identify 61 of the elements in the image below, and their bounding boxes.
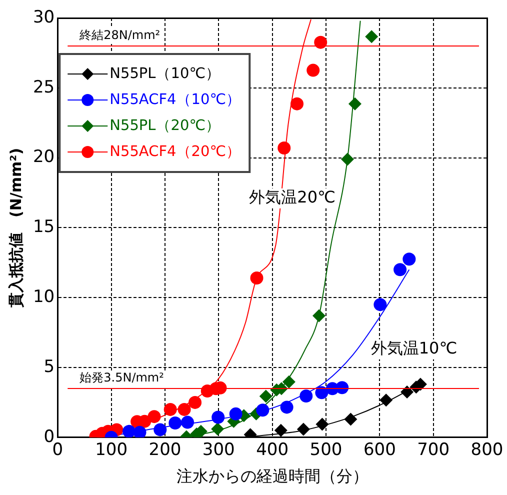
y-tick-label: 30 [32, 7, 55, 28]
point [344, 412, 358, 426]
x-tick-label: 100 [95, 440, 128, 460]
y-tick-label: 5 [44, 356, 55, 377]
legend-label: N55PL（20℃） [110, 118, 220, 134]
point [278, 142, 291, 155]
point [259, 390, 272, 403]
point [178, 402, 191, 416]
point [296, 422, 310, 436]
point [380, 394, 393, 407]
point [280, 400, 294, 414]
y-tick-label: 20 [32, 147, 55, 168]
ref-line-label: 終結28N/mm² [78, 28, 160, 42]
point [306, 64, 320, 77]
point [154, 423, 167, 436]
point [212, 410, 225, 424]
point [250, 272, 264, 285]
legend-label: N55PL（10℃） [110, 66, 220, 82]
y-tick-label: 25 [32, 77, 55, 98]
point [164, 402, 177, 416]
point [122, 424, 136, 438]
point [229, 407, 242, 420]
y-tick-label: 15 [32, 217, 55, 238]
x-tick-label: 200 [148, 440, 182, 460]
legend-label: N55ACF4（10℃） [110, 92, 242, 108]
annotation: 外気温10℃ [370, 338, 458, 358]
y-tick-label: 10 [32, 287, 55, 308]
x-axis-title: 注水からの経過時間（分） [176, 466, 368, 486]
point [168, 416, 182, 430]
point [394, 263, 407, 276]
point [365, 30, 378, 44]
x-tick-label: 400 [256, 440, 289, 460]
ref-line-label: 始発3.5N/mm² [80, 370, 164, 385]
point [312, 309, 326, 322]
x-tick-label: 700 [417, 440, 450, 460]
point [340, 152, 354, 166]
point [316, 418, 329, 431]
x-tick-label: 800 [470, 440, 504, 460]
annotation: 外気温20℃ [249, 188, 336, 206]
point [181, 416, 194, 429]
point [274, 424, 288, 437]
x-tick-label: 600 [363, 440, 396, 460]
point [211, 422, 224, 436]
point [290, 97, 304, 110]
x-tick-label: 500 [310, 440, 342, 460]
y-axis-title: 貫入抵抗値 (N/mm²) [6, 148, 25, 308]
point [282, 375, 296, 388]
point [148, 410, 161, 424]
point [300, 390, 313, 403]
point [402, 252, 416, 266]
x-tick-label: 300 [202, 440, 235, 460]
point [314, 36, 328, 49]
point [348, 97, 362, 110]
point [400, 385, 414, 398]
point [133, 426, 146, 438]
point [374, 298, 387, 312]
point [188, 396, 202, 409]
point [256, 404, 270, 417]
y-tick-label: 0 [44, 426, 55, 447]
legend-label: N55ACF4（20℃） [110, 144, 242, 160]
point [336, 381, 349, 394]
